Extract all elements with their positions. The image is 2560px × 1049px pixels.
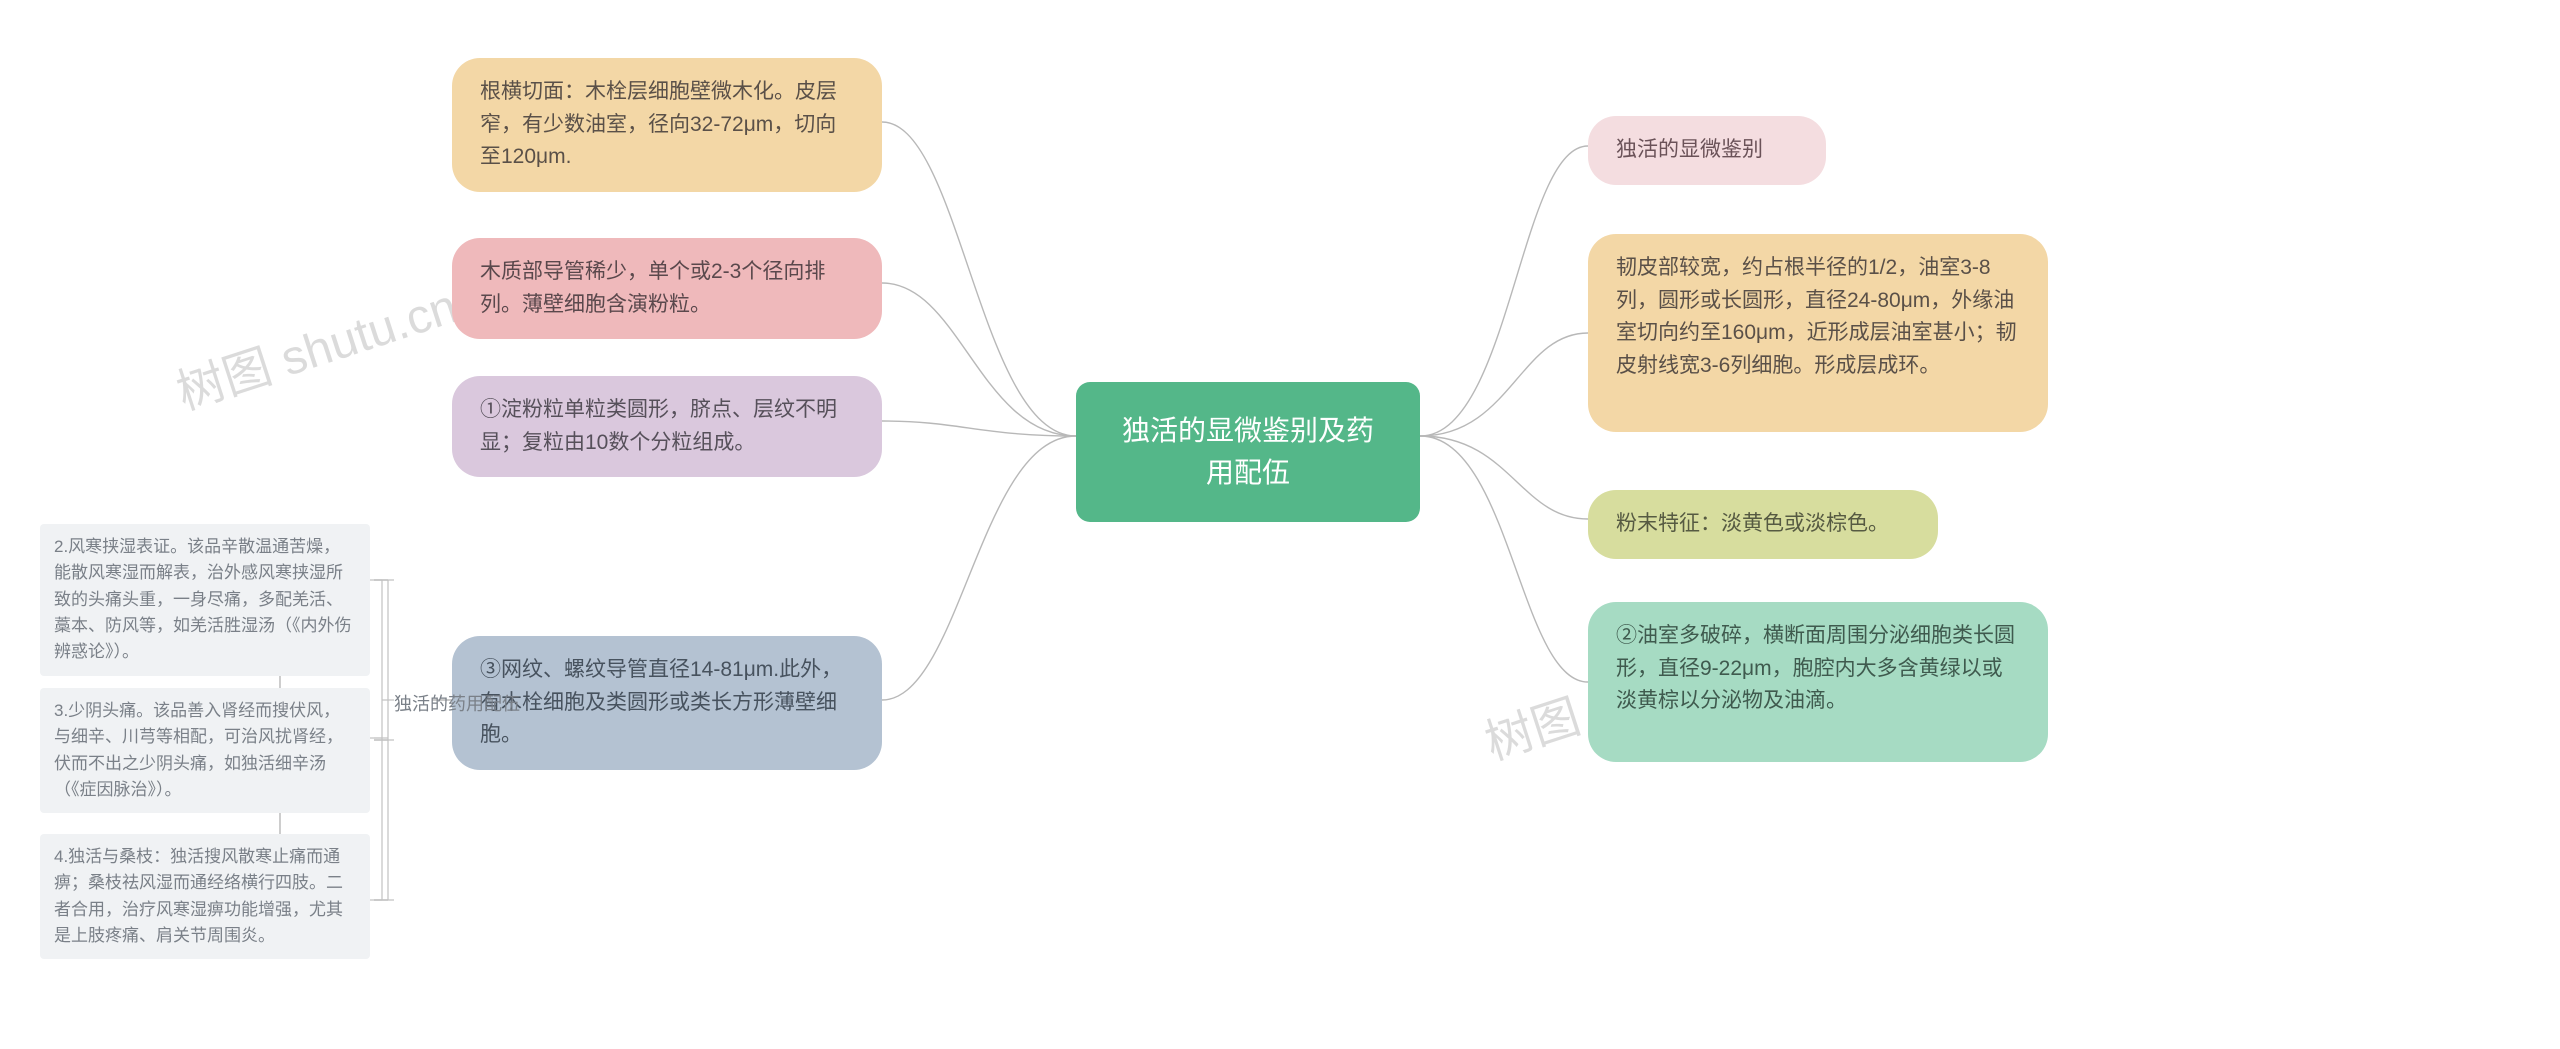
node-text: 独活的显微鉴别 [1616,138,1763,161]
center-topic[interactable]: 独活的显微鉴别及药用配伍 [1076,382,1420,522]
watermark-1: 树图 shutu.cn [166,267,464,423]
leaf-duhuo-sangzhi[interactable]: 4.独活与桑枝：独活搜风散寒止痛而通痹；桑枝祛风湿而通经络横行四肢。二者合用，治… [40,834,370,959]
node-xylem-vessels[interactable]: 木质部导管稀少，单个或2-3个径向排列。薄壁细胞含演粉粒。 [452,238,882,339]
node-phloem[interactable]: 韧皮部较宽，约占根半径的1/2，油室3-8列，圆形或长圆形，直径24-80μm，… [1588,234,2048,432]
leaf-shaoyin-headache[interactable]: 3.少阴头痛。该品善入肾经而搜伏风，与细辛、川芎等相配，可治风扰肾经，伏而不出之… [40,688,370,813]
leaf-text: 4.独活与桑枝：独活搜风散寒止痛而通痹；桑枝祛风湿而通经络横行四肢。二者合用，治… [54,847,343,945]
node-text: 粉末特征：淡黄色或淡棕色。 [1616,512,1889,535]
node-text: 根横切面：木栓层细胞壁微木化。皮层窄，有少数油室，径向32-72μm，切向至12… [480,80,837,168]
sublabel-compatibility[interactable]: 独活的药用配伍 [394,690,520,716]
node-text: 韧皮部较宽，约占根半径的1/2，油室3-8列，圆形或长圆形，直径24-80μm，… [1616,256,2017,377]
connector-layer [0,0,2560,1049]
node-microscopic-identification[interactable]: 独活的显微鉴别 [1588,116,1826,185]
node-text: ②油室多破碎，横断面周围分泌细胞类长圆形，直径9-22μm，胞腔内大多含黄绿以或… [1616,624,2015,712]
leaf-wind-cold-damp[interactable]: 2.风寒挟湿表证。该品辛散温通苦燥，能散风寒湿而解表，治外感风寒挟湿所致的头痛头… [40,524,370,676]
node-oil-chamber[interactable]: ②油室多破碎，横断面周围分泌细胞类长圆形，直径9-22μm，胞腔内大多含黄绿以或… [1588,602,2048,762]
node-text: ③网纹、螺纹导管直径14-81μm.此外，有木栓细胞及类圆形或类长方形薄壁细胞。 [480,658,842,746]
node-starch-grains[interactable]: ①淀粉粒单粒类圆形，脐点、层纹不明显；复粒由10数个分粒组成。 [452,376,882,477]
node-powder-characteristics[interactable]: 粉末特征：淡黄色或淡棕色。 [1588,490,1938,559]
center-topic-text: 独活的显微鉴别及药用配伍 [1122,415,1374,488]
node-text: ①淀粉粒单粒类圆形，脐点、层纹不明显；复粒由10数个分粒组成。 [480,398,837,454]
node-text: 木质部导管稀少，单个或2-3个径向排列。薄壁细胞含演粉粒。 [480,260,825,316]
sublabel-text: 独活的药用配伍 [394,694,520,714]
leaf-text: 2.风寒挟湿表证。该品辛散温通苦燥，能散风寒湿而解表，治外感风寒挟湿所致的头痛头… [54,537,352,661]
node-root-cross-section[interactable]: 根横切面：木栓层细胞壁微木化。皮层窄，有少数油室，径向32-72μm，切向至12… [452,58,882,192]
leaf-text: 3.少阴头痛。该品善入肾经而搜伏风，与细辛、川芎等相配，可治风扰肾经，伏而不出之… [54,701,343,799]
